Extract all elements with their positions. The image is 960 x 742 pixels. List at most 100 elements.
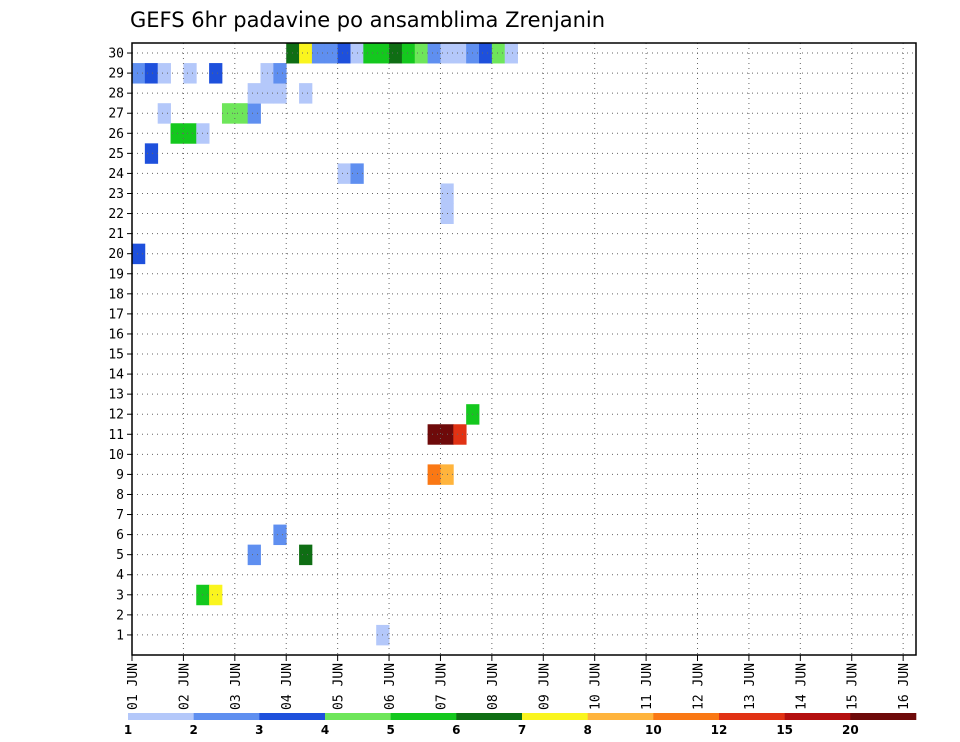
y-tick-label: 21: [108, 227, 124, 242]
x-tick-label: 07 JUN: [434, 663, 449, 710]
y-tick-label: 11: [108, 428, 124, 443]
colorbar-label: 5: [386, 723, 394, 737]
y-tick-label: 30: [108, 47, 124, 62]
heatmap-cell: [414, 43, 428, 64]
heatmap-cell: [453, 424, 467, 445]
y-tick-label: 24: [108, 167, 124, 182]
heatmap-cell: [273, 63, 287, 84]
colorbar-segment: [390, 713, 457, 720]
heatmap-cell: [157, 63, 171, 84]
heatmap-cell: [247, 103, 261, 124]
x-tick-label: 03 JUN: [229, 663, 244, 710]
heatmap-cell: [337, 43, 351, 64]
colorbar-label: 12: [711, 723, 728, 737]
y-tick-label: 22: [108, 207, 124, 222]
y-tick-label: 5: [116, 548, 124, 563]
heatmap-cell: [427, 464, 441, 485]
y-tick-label: 28: [108, 87, 124, 102]
heatmap-cells: [132, 43, 518, 646]
heatmap-cell: [427, 424, 441, 445]
x-tick-label: 04 JUN: [280, 663, 295, 710]
y-tick-label: 4: [116, 568, 124, 583]
colorbar-label: 4: [321, 723, 329, 737]
x-tick-label: 10 JUN: [589, 663, 604, 710]
colorbar-label: 10: [645, 723, 662, 737]
plot-frame: [131, 42, 917, 656]
colorbar-segment: [325, 713, 391, 720]
x-tick-label: 13 JUN: [743, 663, 758, 710]
chart-title: GEFS 6hr padavine po ansamblima Zrenjani…: [130, 8, 605, 32]
y-tick-label: 6: [116, 528, 124, 543]
y-tick-label: 23: [108, 187, 124, 202]
colorbar-segment: [850, 713, 917, 720]
colorbar-segment: [653, 713, 720, 720]
y-tick-label: 20: [108, 247, 124, 262]
heatmap-cell: [183, 123, 197, 144]
y-tick-label: 25: [108, 147, 124, 162]
y-tick-label: 26: [108, 127, 124, 142]
y-tick-label: 3: [116, 588, 124, 603]
heatmap-cell: [427, 43, 441, 64]
colorbar-label: 6: [452, 723, 460, 737]
colorbar: 1 2 3 4 5 6 7 8 10 12 15 20: [124, 713, 917, 737]
y-tick-label: 13: [108, 388, 124, 403]
y-axis-ticks: 1234567891011121314151617181920212223242…: [108, 47, 132, 643]
heatmap-cell: [504, 43, 518, 64]
y-tick-label: 1: [116, 628, 124, 643]
heatmap-cell: [132, 243, 146, 265]
y-tick-label: 7: [116, 508, 124, 523]
x-tick-label: 12 JUN: [692, 663, 707, 710]
heatmap-cell: [183, 63, 197, 84]
heatmap-cell: [363, 43, 377, 64]
x-tick-label: 11 JUN: [640, 663, 655, 710]
x-tick-label: 02 JUN: [177, 663, 192, 710]
heatmap-cell: [144, 143, 159, 164]
heatmap-cell: [479, 43, 493, 64]
heatmap-cell: [234, 103, 249, 124]
colorbar-segment: [193, 713, 260, 720]
x-tick-label: 01 JUN: [126, 663, 141, 710]
y-tick-label: 12: [108, 408, 124, 423]
y-tick-label: 27: [108, 107, 124, 122]
x-tick-label: 16 JUN: [897, 663, 912, 710]
colorbar-segment: [784, 713, 851, 720]
colorbar-label: 20: [842, 723, 859, 737]
x-tick-label: 15 JUN: [846, 663, 861, 710]
y-tick-label: 14: [108, 368, 124, 383]
colorbar-label: 15: [776, 723, 793, 737]
heatmap-cell: [221, 103, 236, 124]
heatmap-cell: [247, 544, 261, 566]
heatmap-cell: [453, 43, 467, 64]
y-tick-label: 29: [108, 67, 124, 82]
heatmap-cell: [299, 43, 313, 64]
y-tick-label: 10: [108, 448, 124, 463]
colorbar-segment: [719, 713, 785, 720]
grid-lines: [132, 43, 916, 655]
colorbar-segment: [522, 713, 588, 720]
heatmap-cell: [247, 83, 261, 104]
heatmap-cell: [273, 524, 287, 546]
heatmap-cell: [401, 43, 416, 64]
x-tick-label: 08 JUN: [486, 663, 501, 710]
heatmap-cell: [273, 83, 287, 104]
heatmap-cell: [299, 83, 313, 104]
colorbar-label: 3: [255, 723, 263, 737]
x-axis-ticks: 01 JUN 02 JUN 03 JUN 04 JUN 05 JUN 06 JUN 07 J…: [126, 655, 912, 710]
heatmap-cell: [299, 544, 313, 566]
heatmap-cell: [324, 43, 339, 64]
y-tick-label: 2: [116, 608, 124, 623]
y-tick-label: 18: [108, 287, 124, 302]
y-tick-label: 19: [108, 267, 124, 282]
heatmap-cell: [311, 43, 326, 64]
x-tick-label: 06 JUN: [383, 663, 398, 710]
heatmap-cell: [337, 163, 351, 184]
heatmap-cell: [389, 43, 403, 64]
x-tick-label: 14 JUN: [794, 663, 809, 710]
heatmap-cell: [491, 43, 506, 64]
colorbar-segment: [128, 713, 194, 720]
x-tick-label: 05 JUN: [332, 663, 347, 710]
y-tick-label: 9: [116, 468, 124, 483]
y-tick-label: 15: [108, 348, 124, 363]
heatmap-cell: [144, 63, 159, 84]
